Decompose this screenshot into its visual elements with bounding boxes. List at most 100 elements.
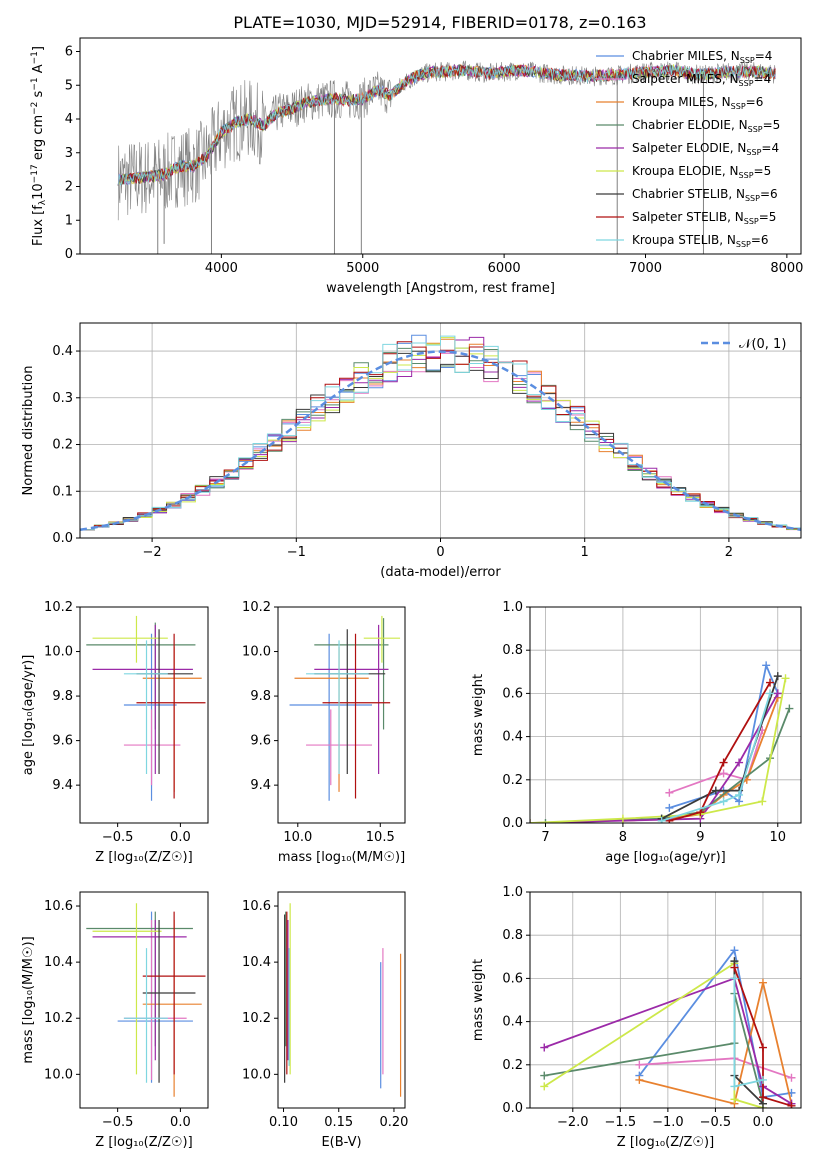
series-marker-salpeter_stelib (719, 758, 728, 767)
legend-label-kroupa_elodie: Kroupa ELODIE, NSSP=5 (632, 164, 771, 180)
series-line-salpeter_elodie (543, 977, 792, 1105)
series-line-salpeter_elodie (530, 692, 779, 823)
legend-label-kroupa_stelib: Kroupa STELIB, NSSP=6 (632, 233, 769, 249)
y-tick-label: 5 (65, 78, 73, 93)
series-marker-salpeter_miles (719, 769, 728, 778)
spectrum-panel: 4000 5000 6000 7000 8000 0 1 2 3 4 5 6 wavelength [A… (30, 37, 803, 296)
series-marker-kroupa_stelib (730, 1082, 739, 1091)
y-axis-label: age [log₁₀(age/yr)] (21, 655, 36, 776)
series-line-salpeter_stelib (733, 967, 792, 1107)
axes-frame (277, 891, 406, 1109)
x-tick-label: −0.5 (102, 1115, 134, 1130)
series-marker-kroupa_elodie (618, 814, 627, 823)
x-tick-label: −2 (143, 545, 162, 560)
x-axis-label: Z [log₁₀(Z/Z☉)] (617, 1135, 714, 1150)
series-marker-kroupa_elodie (730, 1095, 739, 1104)
y-tick-label: 0.2 (502, 1058, 523, 1073)
axes-frame (79, 37, 802, 255)
series-marker-chabrier_stelib (773, 672, 782, 681)
legend-label-chabrier_elodie: Chabrier ELODIE, NSSP=5 (632, 118, 780, 134)
y-tick-label: 0.8 (502, 643, 523, 658)
legend-label-salpeter_stelib: Salpeter STELIB, NSSP=5 (632, 210, 776, 226)
y-tick-label: 10.2 (242, 1011, 271, 1026)
mass_vs_ebv-panel: 0.10 0.15 0.20 10.0 10.2 10.4 10.6 E(B-V) (242, 891, 408, 1150)
y-tick-label: 10.0 (44, 1067, 73, 1082)
axes-frame (529, 891, 802, 1109)
y-tick-label: 0.0 (52, 531, 73, 546)
x-tick-label: 8000 (770, 261, 803, 276)
mass_weight_vs_age-series (530, 661, 794, 823)
series-marker-salpeter_miles (665, 788, 674, 797)
series-marker-salpeter_miles (635, 1060, 644, 1069)
y-tick-label: 0.4 (52, 344, 73, 359)
y-tick-label: 10.4 (44, 955, 73, 970)
spectrum-model-line-kroupa_stelib (117, 64, 776, 187)
axes-frame (79, 891, 209, 1109)
series-marker-kroupa_miles (758, 978, 767, 987)
x-axis-label: age [log₁₀(age/yr)] (605, 850, 726, 865)
x-tick-label: 1 (581, 545, 589, 560)
legend-label-chabrier_miles: Chabrier MILES, NSSP=4 (632, 49, 772, 65)
y-axis-label: mass weight (471, 674, 486, 756)
x-axis-label: E(B-V) (321, 1135, 361, 1150)
y-tick-label: 9.6 (52, 734, 73, 749)
x-tick-label: 10.5 (366, 830, 395, 845)
y-tick-label: 10.0 (242, 1067, 271, 1082)
series-line-kroupa_miles (639, 982, 793, 1105)
series-marker-kroupa_stelib (730, 974, 739, 983)
mass_vs_Z-points (86, 903, 206, 1097)
mass_vs_ebv-points (284, 903, 402, 1097)
x-tick-label: −2.0 (557, 1115, 589, 1130)
x-tick-label: −0.5 (700, 1115, 732, 1130)
x-tick-label: 7000 (629, 261, 662, 276)
y-tick-label: 9.8 (52, 689, 73, 704)
y-tick-label: 0.3 (52, 391, 73, 406)
y-tick-label: 4 (65, 112, 73, 127)
series-marker-kroupa_miles (635, 1075, 644, 1084)
y-tick-label: 9.4 (250, 778, 271, 793)
x-tick-label: 0.0 (753, 1115, 774, 1130)
axes-frame (529, 606, 802, 824)
y-tick-label: 0.2 (502, 773, 523, 788)
y-tick-label: 0.0 (502, 1101, 523, 1116)
y-tick-label: 9.6 (250, 734, 271, 749)
age_vs_mass-points (289, 615, 401, 801)
residuals-panel: −2 −1 0 1 2 0.0 0.1 0.2 0.3 0.4 (data-model)/error… (21, 322, 802, 580)
age_vs_mass-panel: 10.0 10.5 9.4 9.6 9.8 10.0 10.2 mass [log₁₀(M/M… (242, 600, 406, 865)
x-tick-label: 5000 (346, 261, 379, 276)
y-axis-label: Normed distribution (21, 366, 36, 496)
mass_weight_vs_Z-series (540, 946, 796, 1108)
x-tick-label: 9 (696, 830, 704, 845)
series-line-kroupa_stelib (661, 693, 771, 822)
spectrum-lines (117, 60, 776, 254)
mass_weight_vs_Z-panel: −2.0 −1.5 −1.0 −0.5 0.0 0.0 0.2 0.4 0.6 0.8 1.0 Z [… (471, 885, 802, 1150)
x-axis-label: Z [log₁₀(Z/Z☉)] (95, 850, 192, 865)
series-marker-kroupa_stelib (766, 689, 775, 698)
age_vs_Z-panel: −0.5 0.0 9.4 9.6 9.8 10.0 10.2 Z [log₁₀(Z/Z☉)] a… (21, 600, 209, 865)
y-tick-label: 0.8 (502, 928, 523, 943)
x-tick-label: −0.5 (102, 830, 134, 845)
series-marker-salpeter_elodie (735, 758, 744, 767)
y-tick-label: 0 (65, 247, 73, 262)
y-tick-label: 6 (65, 45, 73, 60)
y-tick-label: 10.2 (44, 600, 73, 615)
y-axis-label: mass weight (471, 959, 486, 1041)
series-line-chabrier_elodie (544, 993, 764, 1104)
x-tick-label: 10 (769, 830, 786, 845)
y-axis-label: Flux [fλ10−17 erg cm−2 s−1 A−1] (30, 46, 48, 246)
series-marker-kroupa_elodie (781, 674, 790, 683)
series-marker-chabrier_elodie (541, 819, 550, 823)
series-marker-salpeter_elodie (540, 1043, 549, 1052)
series-marker-chabrier_miles (665, 803, 674, 812)
y-tick-label: 10.0 (44, 645, 73, 660)
series-marker-salpeter_miles (787, 1073, 796, 1082)
series-marker-salpeter_stelib (730, 963, 739, 972)
series-marker-salpeter_elodie (773, 689, 782, 698)
series-marker-chabrier_elodie (540, 1071, 549, 1080)
x-tick-label: 0.0 (170, 830, 191, 845)
x-tick-label: 6000 (488, 261, 521, 276)
x-tick-label: 4000 (205, 261, 238, 276)
mass_vs_Z-panel: −0.5 0.0 10.0 10.2 10.4 10.6 Z [log₁₀(Z/Z☉)] ma… (21, 891, 209, 1150)
y-tick-label: 9.4 (52, 778, 73, 793)
